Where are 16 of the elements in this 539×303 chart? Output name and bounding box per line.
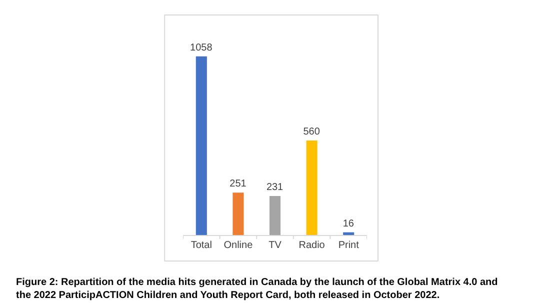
data-label: 16 <box>342 218 354 230</box>
x-tick-label: TV <box>268 240 282 251</box>
bar <box>232 192 244 235</box>
bar <box>343 232 354 235</box>
data-label: 251 <box>230 178 247 190</box>
bar <box>269 196 281 235</box>
x-tick-label: Print <box>338 240 360 251</box>
data-label: 560 <box>303 126 320 138</box>
bar <box>196 56 207 235</box>
x-tick-label: Total <box>190 240 212 251</box>
x-tick-label: Radio <box>298 240 326 251</box>
x-tick-label: Online <box>224 240 254 251</box>
bar <box>306 140 318 235</box>
data-label: 1058 <box>190 42 213 54</box>
caption: Figure 2: Repartition of the media hits generated in Canada by the launch of the Global Matrix 4.0 and the 2022 ParticipACTION Children and Youth Report Card, both released in October 2022. <box>16 277 498 301</box>
data-label: 231 <box>266 182 284 194</box>
